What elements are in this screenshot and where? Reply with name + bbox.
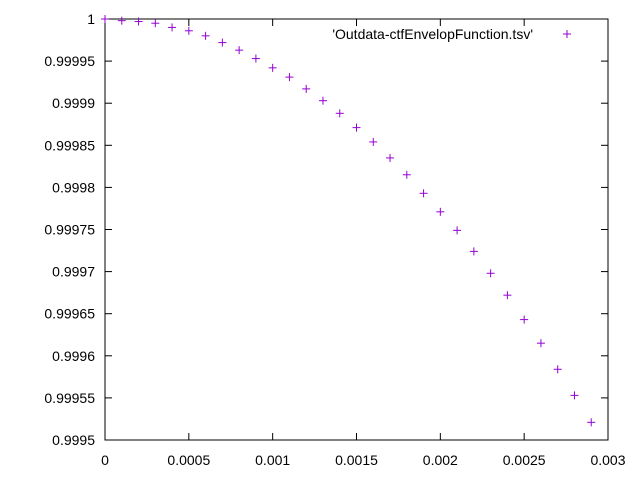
x-tick-label: 0.001 [255, 452, 290, 468]
y-tick-label: 1 [87, 11, 95, 27]
data-point [453, 226, 462, 235]
data-point [386, 153, 395, 162]
data-point [352, 123, 361, 132]
data-point [134, 17, 143, 26]
data-point [302, 84, 311, 93]
data-point [318, 96, 327, 105]
data-point [570, 391, 579, 400]
y-tick-label: 0.99985 [44, 137, 95, 153]
data-point [218, 38, 227, 47]
data-point [553, 365, 562, 374]
x-tick-label: 0 [101, 452, 109, 468]
x-axis: 0 0.0005 0.001 0.0015 0.002 0.0025 0.003 [101, 19, 626, 468]
data-point [201, 31, 210, 40]
y-tick-label: 0.9996 [52, 348, 95, 364]
y-tick-label: 0.99965 [44, 306, 95, 322]
data-point [251, 54, 260, 63]
y-tick-label: 0.99995 [44, 53, 95, 69]
data-point [402, 170, 411, 179]
y-tick-label: 0.9999 [52, 95, 95, 111]
data-point [151, 19, 160, 28]
data-point [101, 15, 109, 23]
x-tick-label: 0.003 [590, 452, 625, 468]
legend: 'Outdata-ctfEnvelopFunction.tsv' [332, 26, 571, 42]
x-tick-label: 0.0025 [503, 452, 546, 468]
data-point [520, 315, 529, 324]
y-tick-label: 0.9995 [52, 432, 95, 448]
y-tick-label: 0.99955 [44, 390, 95, 406]
data-point [469, 247, 478, 256]
data-point [587, 418, 596, 427]
x-tick-label: 0.0005 [167, 452, 210, 468]
data-point [503, 291, 512, 300]
y-tick-label: 0.9998 [52, 179, 95, 195]
data-point [335, 109, 344, 118]
y-tick-label: 0.9997 [52, 264, 95, 280]
data-point [268, 63, 277, 72]
plot-border [104, 18, 609, 441]
legend-marker [563, 30, 571, 38]
plot-area [104, 18, 609, 441]
data-point [536, 339, 545, 348]
data-point [486, 269, 495, 278]
data-point [419, 189, 428, 198]
data-point [436, 207, 445, 216]
data-point [168, 23, 177, 32]
data-point [184, 26, 193, 35]
legend-marker-plus [563, 30, 571, 38]
data-point [285, 73, 294, 82]
data-point [117, 16, 126, 25]
x-tick-label: 0.002 [423, 452, 458, 468]
y-tick-label: 0.99975 [44, 222, 95, 238]
data-points [101, 15, 596, 427]
y-axis: 0.9995 0.99955 0.9996 0.99965 0.9997 0.99975 0… [44, 11, 608, 448]
x-tick-label: 0.0015 [335, 452, 378, 468]
data-point [235, 46, 244, 55]
data-point [369, 137, 378, 146]
legend-label: 'Outdata-ctfEnvelopFunction.tsv' [332, 26, 533, 42]
